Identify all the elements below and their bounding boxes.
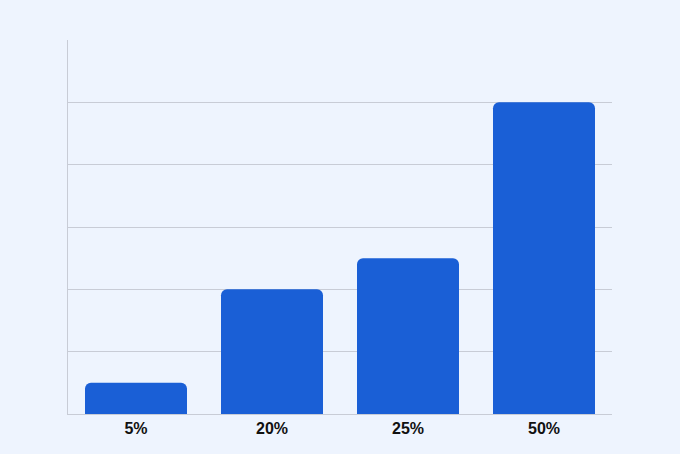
svg-text:20%: 20%	[256, 420, 288, 437]
svg-text:25%: 25%	[392, 420, 424, 437]
svg-text:50%: 50%	[528, 420, 560, 437]
svg-text:5%: 5%	[124, 420, 147, 437]
